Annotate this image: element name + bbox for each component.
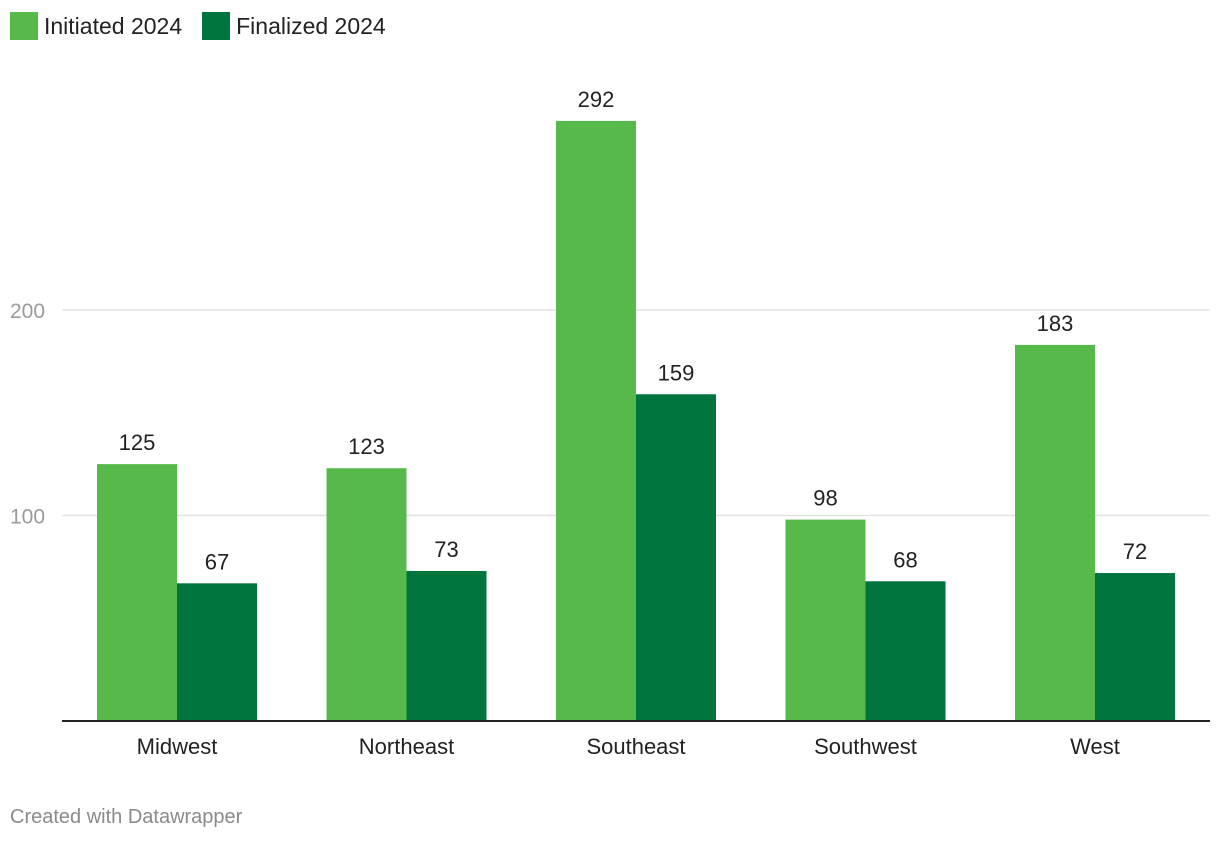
x-tick-label-northeast: Northeast [359, 734, 454, 759]
chart-legend: Initiated 2024 Finalized 2024 [10, 12, 406, 40]
data-label-west-initiated: 183 [1037, 311, 1074, 336]
bar-southeast-initiated [556, 120, 636, 721]
data-label-southeast-finalized: 159 [658, 360, 695, 385]
data-label-southeast-initiated: 292 [578, 87, 615, 112]
data-label-southwest-finalized: 68 [893, 547, 917, 572]
bar-southwest-initiated [785, 519, 866, 721]
x-tick-label-southwest: Southwest [814, 734, 917, 759]
data-label-northeast-initiated: 123 [348, 434, 385, 459]
data-label-midwest-finalized: 67 [205, 549, 229, 574]
y-tick-label-200: 200 [10, 300, 45, 323]
x-tick-label-midwest: Midwest [137, 734, 218, 759]
bar-northeast-initiated [326, 468, 407, 721]
data-label-west-finalized: 72 [1123, 539, 1147, 564]
footer-credit: Created with Datawrapper [10, 806, 243, 828]
bar-northeast-finalized [406, 570, 487, 721]
y-tick-label-100: 100 [10, 506, 45, 529]
legend-label-initiated: Initiated 2024 [44, 12, 183, 39]
data-label-southwest-initiated: 98 [813, 486, 837, 511]
bar-southeast-finalized [636, 394, 716, 721]
bar-west-finalized [1095, 573, 1175, 721]
bar-west-initiated [1015, 344, 1095, 721]
data-label-northeast-finalized: 73 [434, 537, 458, 562]
legend-swatch-initiated [10, 12, 38, 40]
legend-swatch-finalized [202, 12, 231, 40]
bar-midwest-finalized [177, 583, 257, 721]
bar-chart: 100 200 125 67 Midwest 123 73 Northeast 292 159 So… [10, 87, 1210, 759]
x-tick-label-west: West [1070, 734, 1120, 759]
bar-southwest-finalized [865, 581, 946, 721]
legend-label-finalized: Finalized 2024 [236, 12, 386, 39]
x-tick-label-southeast: Southeast [586, 734, 685, 759]
legend-item-finalized: Finalized 2024 [202, 12, 386, 40]
data-label-midwest-initiated: 125 [119, 430, 156, 455]
legend-item-initiated: Initiated 2024 [10, 12, 182, 40]
bar-midwest-initiated [97, 464, 177, 721]
